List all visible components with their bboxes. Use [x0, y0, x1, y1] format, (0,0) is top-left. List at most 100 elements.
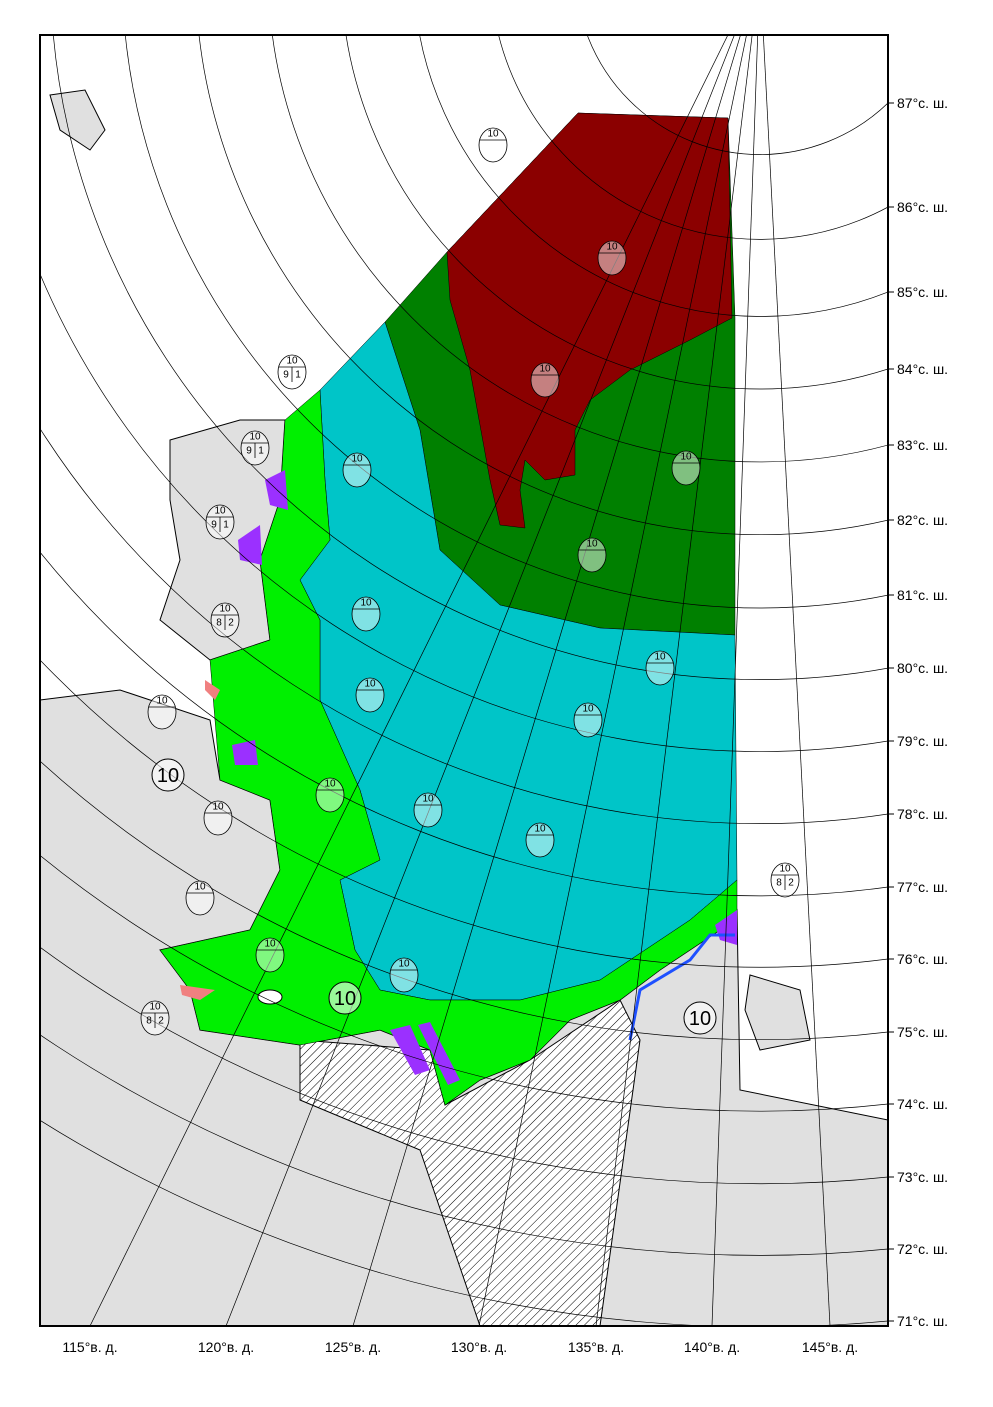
egg-partial: 9 — [211, 520, 217, 531]
ice-egg: 10 — [351, 596, 381, 632]
meridian — [352, 35, 741, 1326]
egg-total: 10 — [422, 794, 434, 805]
zone-purple — [418, 1022, 460, 1085]
egg-outline — [577, 537, 607, 573]
longitude-label: 115°в. д. — [62, 1339, 117, 1355]
egg-partial: 1 — [258, 446, 264, 457]
zone-blue-edge — [628, 933, 735, 1041]
parallel — [198, 35, 888, 535]
egg-outline — [315, 777, 345, 813]
egg-total: 10 — [582, 704, 594, 715]
ice-egg: 10 — [645, 650, 675, 686]
egg-total: 10 — [606, 242, 618, 253]
egg-total: 10 — [214, 506, 226, 517]
parallel — [40, 760, 888, 1040]
latitude-label: 83°с. ш. — [897, 437, 948, 453]
zone-purple — [238, 525, 262, 565]
zone-dark-red — [446, 112, 733, 529]
egg-outline — [478, 127, 508, 163]
egg-total: 10 — [286, 356, 298, 367]
ice-egg: 10 — [315, 777, 345, 813]
egg-total: 10 — [219, 604, 231, 615]
egg-total: 10 — [586, 539, 598, 550]
big-label: 10 — [689, 1008, 711, 1030]
egg-total: 10 — [680, 452, 692, 463]
egg-outline — [185, 880, 215, 916]
parallel — [272, 35, 888, 463]
egg-total: 10 — [779, 864, 791, 875]
latitude-label: 71°с. ш. — [897, 1313, 948, 1329]
latitude-label: 77°с. ш. — [897, 879, 948, 895]
longitude-label: 120°в. д. — [198, 1339, 254, 1355]
egg-outline — [351, 596, 381, 632]
egg-total: 10 — [156, 696, 168, 707]
latitude-label: 84°с. ш. — [897, 361, 948, 377]
egg-partial: 8 — [216, 618, 222, 629]
egg-partial: 9 — [283, 370, 289, 381]
egg-partial: 1 — [295, 370, 301, 381]
ice-egg: 10 — [573, 702, 603, 738]
egg-total: 10 — [149, 1002, 161, 1013]
longitude-label: 140°в. д. — [684, 1339, 740, 1355]
egg-partial: 8 — [146, 1016, 152, 1027]
latitude-label: 72°с. ш. — [897, 1241, 948, 1257]
egg-total: 10 — [398, 959, 410, 970]
egg-total: 10 — [534, 824, 546, 835]
zone-purple — [265, 470, 288, 510]
latitude-label: 79°с. ш. — [897, 733, 948, 749]
latitude-label: 76°с. ш. — [897, 951, 948, 967]
parallel — [40, 659, 888, 968]
egg-total: 10 — [264, 939, 276, 950]
latitude-label: 87°с. ш. — [897, 95, 948, 111]
zone-pink — [180, 985, 215, 1000]
big-label-circle — [683, 1001, 717, 1035]
parallel — [345, 35, 888, 390]
ice-egg: 10 — [389, 957, 419, 993]
egg-total: 10 — [212, 802, 224, 813]
zone-green — [159, 389, 738, 1106]
ice-egg: 10 — [530, 362, 560, 398]
longitude-label: 145°в. д. — [802, 1339, 858, 1355]
egg-outline — [645, 650, 675, 686]
egg-outline — [597, 240, 627, 276]
ice-egg: 10 8 2 — [770, 862, 800, 898]
egg-partial: 8 — [776, 878, 782, 889]
egg-outline — [573, 702, 603, 738]
latitude-label: 81°с. ш. — [897, 587, 948, 603]
longitude-label: 125°в. д. — [325, 1339, 381, 1355]
big-label: 10 — [157, 765, 179, 787]
big-label: 10 — [334, 988, 356, 1010]
latitude-label: 74°с. ш. — [897, 1096, 948, 1112]
egg-total: 10 — [360, 598, 372, 609]
ice-egg: 10 — [342, 452, 372, 488]
meridian — [225, 35, 735, 1326]
ice-egg: 10 — [203, 800, 233, 836]
egg-total: 10 — [324, 779, 336, 790]
longitude-label: 135°в. д. — [568, 1339, 624, 1355]
parallel — [419, 35, 888, 317]
island — [257, 989, 283, 1005]
ice-egg: 10 9 1 — [240, 430, 270, 466]
egg-total: 10 — [364, 679, 376, 690]
latitude-label: 78°с. ш. — [897, 806, 948, 822]
meridian — [478, 35, 747, 1326]
egg-outline — [147, 694, 177, 730]
parallel — [125, 35, 888, 609]
ice-egg: 10 — [413, 792, 443, 828]
frame — [39, 34, 889, 1327]
ice-egg: 10 — [577, 537, 607, 573]
egg-total: 10 — [539, 364, 551, 375]
ice-egg: 10 — [525, 822, 555, 858]
ice-egg: 10 8 2 — [140, 1000, 170, 1036]
latitude-label: 80°с. ш. — [897, 660, 948, 676]
egg-total: 10 — [249, 432, 261, 443]
ice-egg: 10 — [355, 677, 385, 713]
egg-partial: 9 — [246, 446, 252, 457]
latitude-label: 73°с. ш. — [897, 1169, 948, 1185]
meridian — [763, 35, 831, 1326]
egg-outline — [413, 792, 443, 828]
longitude-label: 130°в. д. — [451, 1339, 507, 1355]
parallel — [40, 551, 888, 896]
ice-egg: 10 — [478, 127, 508, 163]
